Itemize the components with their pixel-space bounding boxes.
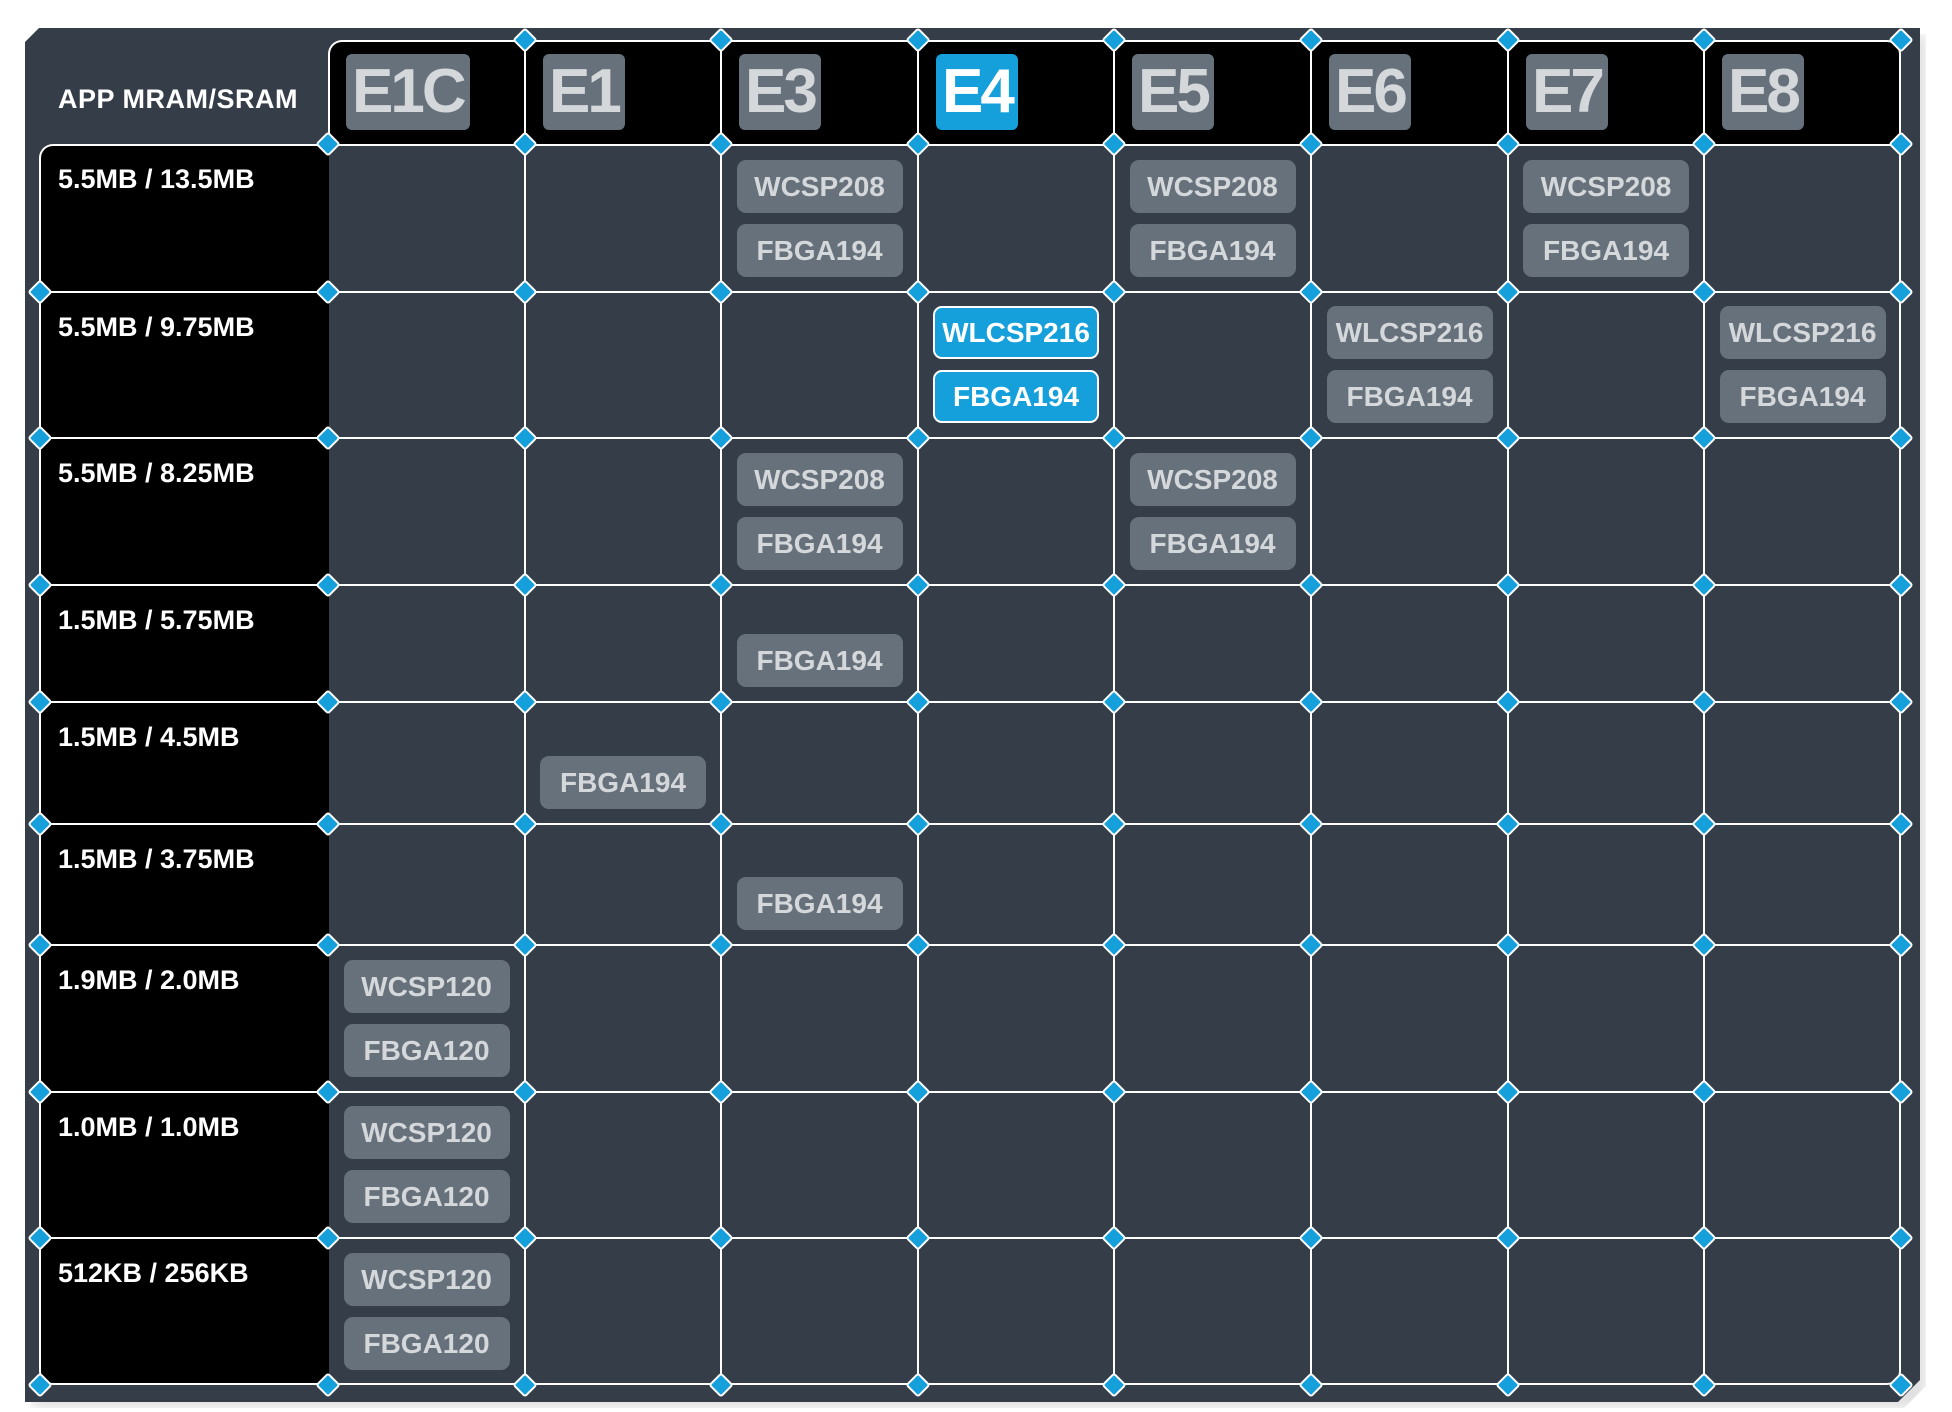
- grid-horizontal-line: [39, 944, 1901, 946]
- package-chip[interactable]: FBGA194: [736, 877, 903, 930]
- package-chip[interactable]: FBGA194: [736, 517, 903, 570]
- package-chip[interactable]: FBGA194: [1326, 370, 1493, 423]
- package-chip[interactable]: FBGA194: [736, 224, 903, 277]
- package-chip[interactable]: FBGA120: [343, 1024, 510, 1077]
- package-chip[interactable]: WCSP208: [736, 160, 903, 213]
- package-chip[interactable]: WCSP120: [343, 960, 510, 1013]
- package-chip[interactable]: WLCSP216: [1719, 306, 1886, 359]
- grid-cell: WCSP208 FBGA194: [721, 144, 918, 292]
- grid-horizontal-line: [39, 701, 1901, 703]
- grid-cell: WLCSP216 FBGA194: [918, 292, 1114, 438]
- row-label-column: [39, 144, 329, 1385]
- package-chip[interactable]: WLCSP216: [933, 306, 1099, 359]
- package-chip[interactable]: FBGA194: [736, 634, 903, 687]
- grid-horizontal-line: [39, 437, 1901, 439]
- grid-cell: WCSP208 FBGA194: [1114, 438, 1311, 585]
- grid-cell: FBGA194: [721, 824, 918, 945]
- grid-cell: WCSP120 FBGA120: [328, 945, 525, 1092]
- package-chip[interactable]: WCSP120: [343, 1106, 510, 1159]
- column-header-e7: E7: [1526, 54, 1608, 130]
- row-label: 1.9MB / 2.0MB: [58, 965, 240, 995]
- corner-label: APP MRAM/SRAM: [58, 84, 299, 114]
- package-chip[interactable]: WCSP208: [736, 453, 903, 506]
- grid-cell: WLCSP216 FBGA194: [1311, 292, 1508, 438]
- column-header-e1c: E1C: [346, 54, 470, 130]
- column-header-e1: E1: [543, 54, 625, 130]
- row-label: 1.5MB / 3.75MB: [58, 844, 255, 874]
- grid-cell: WCSP120 FBGA120: [328, 1092, 525, 1238]
- grid-horizontal-line: [39, 823, 1901, 825]
- package-chip[interactable]: FBGA194: [1523, 224, 1689, 277]
- package-chip[interactable]: FBGA194: [1129, 517, 1296, 570]
- grid-cell: FBGA194: [525, 702, 721, 824]
- row-label: 1.5MB / 4.5MB: [58, 722, 240, 752]
- column-header-e8: E8: [1722, 54, 1804, 130]
- grid-horizontal-line: [39, 1237, 1901, 1239]
- grid-cell: WCSP208 FBGA194: [721, 438, 918, 585]
- package-chip[interactable]: WCSP208: [1129, 453, 1296, 506]
- package-chip[interactable]: FBGA194: [1129, 224, 1296, 277]
- grid-cell: WCSP208 FBGA194: [1114, 144, 1311, 292]
- grid-cell: WLCSP216 FBGA194: [1704, 292, 1901, 438]
- column-header-e5: E5: [1132, 54, 1214, 130]
- row-label: 5.5MB / 13.5MB: [58, 164, 255, 194]
- package-chip[interactable]: FBGA194: [933, 370, 1099, 423]
- grid-cell: WCSP120 FBGA120: [328, 1238, 525, 1385]
- package-chip[interactable]: FBGA120: [343, 1317, 510, 1370]
- grid-horizontal-line: [39, 291, 1901, 293]
- grid-horizontal-line: [39, 1091, 1901, 1093]
- row-label: 5.5MB / 9.75MB: [58, 312, 255, 342]
- column-header-e6: E6: [1329, 54, 1411, 130]
- column-header-e4: E4: [936, 54, 1018, 130]
- package-chip[interactable]: WCSP208: [1523, 160, 1689, 213]
- package-chip[interactable]: FBGA194: [540, 756, 706, 809]
- package-chip[interactable]: WCSP120: [343, 1253, 510, 1306]
- grid-horizontal-line: [39, 584, 1901, 586]
- row-label: 1.0MB / 1.0MB: [58, 1112, 240, 1142]
- grid-cell: WCSP208 FBGA194: [1508, 144, 1704, 292]
- row-label: 1.5MB / 5.75MB: [58, 605, 255, 635]
- package-chip[interactable]: WLCSP216: [1326, 306, 1493, 359]
- package-chip[interactable]: FBGA194: [1719, 370, 1886, 423]
- grid-cell: FBGA194: [721, 585, 918, 702]
- package-chip[interactable]: WCSP208: [1129, 160, 1296, 213]
- row-label: 5.5MB / 8.25MB: [58, 458, 255, 488]
- row-label: 512KB / 256KB: [58, 1258, 249, 1288]
- column-header-e3: E3: [739, 54, 821, 130]
- package-chip[interactable]: FBGA120: [343, 1170, 510, 1223]
